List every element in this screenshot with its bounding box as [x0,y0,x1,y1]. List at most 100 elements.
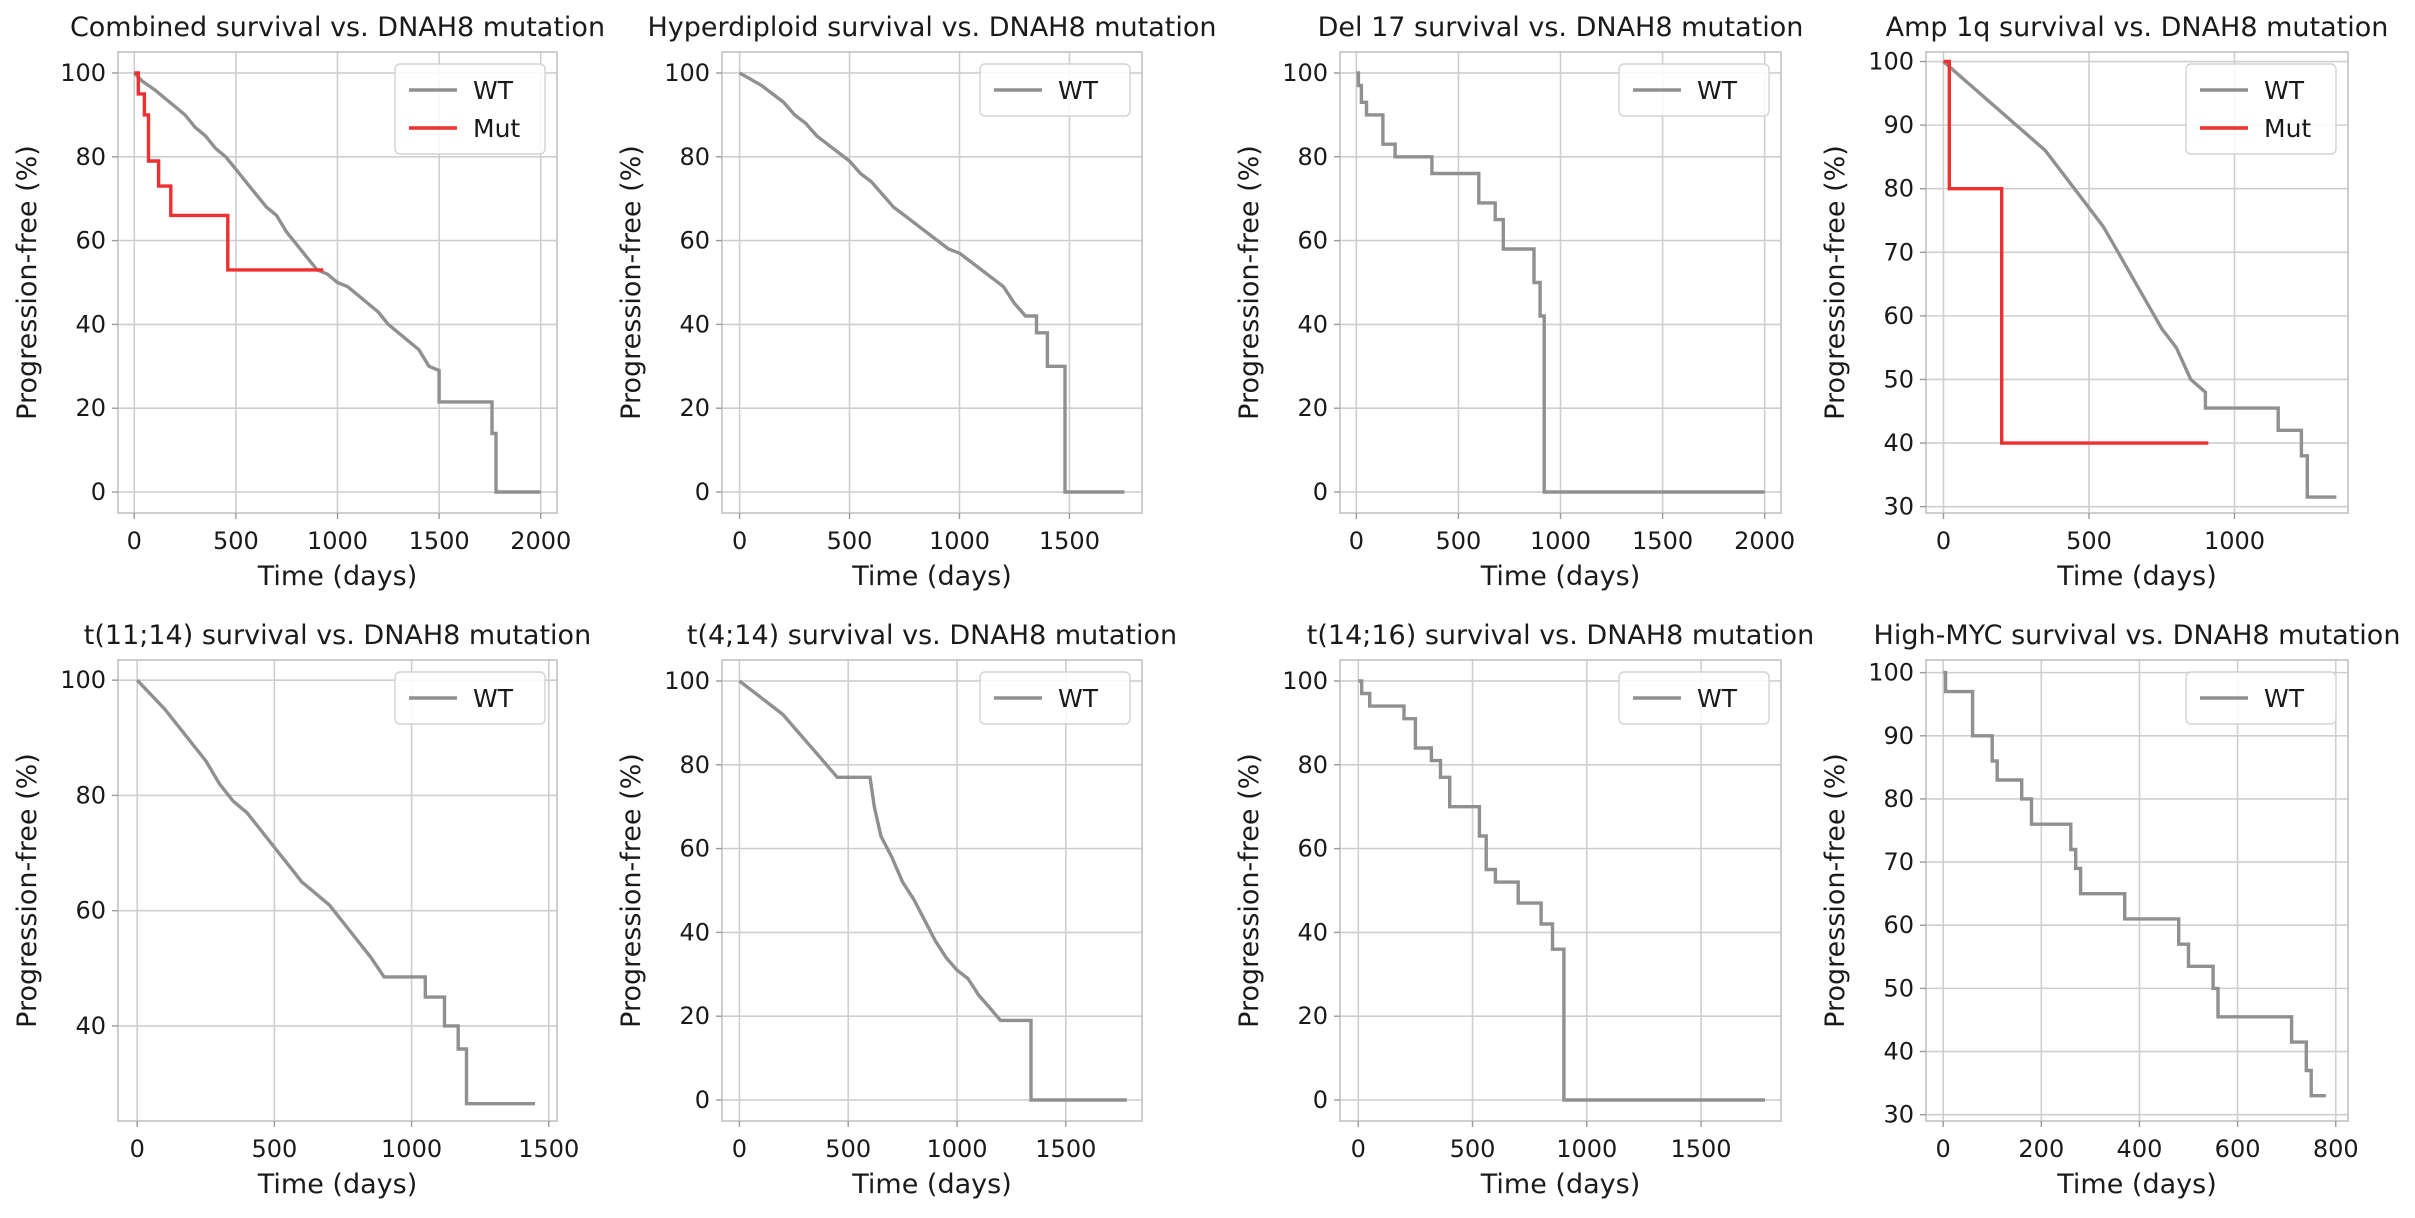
y-tick-label: 80 [1883,785,1914,813]
chart-title: High-MYC survival vs. DNAH8 mutation [1874,620,2401,651]
x-tick-label: 500 [251,1135,297,1163]
x-tick-label: 0 [1936,527,1951,555]
chart-panel: 0 500 1000 1500 0 20 40 60 80 100 t(4;14) survival… [616,620,1177,1200]
chart-title: Amp 1q survival vs. DNAH8 mutation [1886,12,2389,43]
y-tick-label: 60 [75,897,106,925]
y-tick-label: 100 [60,666,106,694]
legend-label: Mut [2264,114,2311,143]
x-tick-label: 0 [1351,1135,1366,1163]
legend-box [979,671,1131,725]
x-axis-label: Time (days) [851,561,1011,592]
chart-title: Hyperdiploid survival vs. DNAH8 mutation [647,12,1216,43]
x-tick-label: 0 [130,1135,145,1163]
y-axis-label: Progression-free (%) [12,145,43,420]
chart-panel: 0 500 1000 1500 2000 0 20 40 60 80 100 Combined sur… [12,12,605,592]
x-tick-label: 1500 [1632,527,1693,555]
chart-title: Combined survival vs. DNAH8 mutation [70,12,605,43]
legend-label: WT [1697,684,1738,713]
x-tick-label: 600 [2215,1135,2261,1163]
x-tick-label: 1000 [381,1135,442,1163]
x-tick-label: 0 [1349,527,1364,555]
y-tick-label: 30 [1883,1101,1914,1129]
axes-frame [1925,659,2349,1122]
x-tick-label: 500 [2066,527,2112,555]
y-tick-label: 0 [695,1086,710,1114]
y-tick-label: 100 [1868,48,1914,76]
legend-box [2185,63,2337,155]
legend: WT [1618,63,1770,117]
legend-label: WT [1697,76,1738,105]
chart-panel: 0 500 1000 30 40 50 60 70 80 90 100 Amp 1q survival… [1820,12,2388,592]
x-tick-label: 1000 [1530,527,1591,555]
x-axis-label: Time (days) [2056,1169,2216,1200]
y-tick-label: 100 [664,667,710,695]
y-tick-label: 40 [1297,310,1328,338]
series-line-wt [1942,60,2337,499]
axes-frame [721,51,1143,514]
legend: WT [979,63,1131,117]
y-tick-label: 60 [1883,911,1914,939]
chart-panel: 0 500 1000 1500 0 20 40 60 80 100 t(14;16) surviva… [1234,620,1814,1200]
x-tick-label: 200 [2018,1135,2064,1163]
x-tick-label: 500 [213,527,259,555]
chart-title: t(4;14) survival vs. DNAH8 mutation [687,620,1177,651]
y-tick-label: 80 [1297,143,1328,171]
legend-label: WT [1058,76,1099,105]
x-tick-label: 800 [2313,1135,2359,1163]
y-tick-label: 0 [91,478,106,506]
legend-label: WT [2264,76,2305,105]
x-tick-label: 1500 [1670,1135,1731,1163]
chart-title: Del 17 survival vs. DNAH8 mutation [1318,12,1804,43]
legend-box [979,63,1131,117]
x-tick-label: 2000 [510,527,571,555]
y-tick-label: 20 [1297,1002,1328,1030]
x-axis-label: Time (days) [1480,561,1640,592]
legend: WT Mut [2185,63,2337,155]
x-tick-label: 500 [825,1135,871,1163]
chart-panel: 0 500 1000 1500 2000 0 20 40 60 80 100 Del 17 survi… [1234,12,1803,592]
x-axis-label: Time (days) [851,1169,1011,1200]
y-axis-label: Progression-free (%) [616,145,647,420]
x-tick-label: 1500 [409,527,470,555]
x-tick-label: 500 [1450,1135,1496,1163]
y-tick-label: 40 [75,1012,106,1040]
y-tick-label: 70 [1883,848,1914,876]
x-tick-label: 2000 [1734,527,1795,555]
x-tick-label: 500 [1436,527,1482,555]
legend: WT [979,671,1131,725]
x-axis-label: Time (days) [2056,561,2216,592]
axes-frame [721,659,1143,1122]
legend-label: WT [473,76,514,105]
y-tick-label: 80 [75,143,106,171]
axes-frame [1925,51,2349,514]
y-tick-label: 80 [75,781,106,809]
y-axis-label: Progression-free (%) [1820,753,1851,1028]
x-tick-label: 0 [1936,1135,1951,1163]
y-tick-label: 90 [1883,111,1914,139]
legend-box [1618,63,1770,117]
x-tick-label: 400 [2117,1135,2163,1163]
y-tick-label: 100 [1868,659,1914,687]
y-tick-label: 40 [1297,918,1328,946]
x-tick-label: 1500 [1035,1135,1096,1163]
y-tick-label: 100 [664,59,710,87]
y-axis-label: Progression-free (%) [1234,753,1265,1028]
y-tick-label: 20 [679,394,710,422]
series-line-mut [134,71,324,272]
y-tick-label: 70 [1883,238,1914,266]
y-tick-label: 0 [1313,478,1328,506]
y-tick-label: 0 [1313,1086,1328,1114]
y-tick-label: 60 [1297,835,1328,863]
legend: WT [2185,671,2337,725]
legend-label: WT [1058,684,1099,713]
x-tick-label: 1000 [929,527,990,555]
series-line-wt [1356,71,1765,494]
y-tick-label: 90 [1883,722,1914,750]
y-tick-label: 80 [1883,175,1914,203]
x-axis-label: Time (days) [1480,1169,1640,1200]
series-line-wt [1943,670,2326,1098]
series-line-wt [738,71,1125,494]
legend-label: WT [473,684,514,713]
y-axis-label: Progression-free (%) [616,753,647,1028]
